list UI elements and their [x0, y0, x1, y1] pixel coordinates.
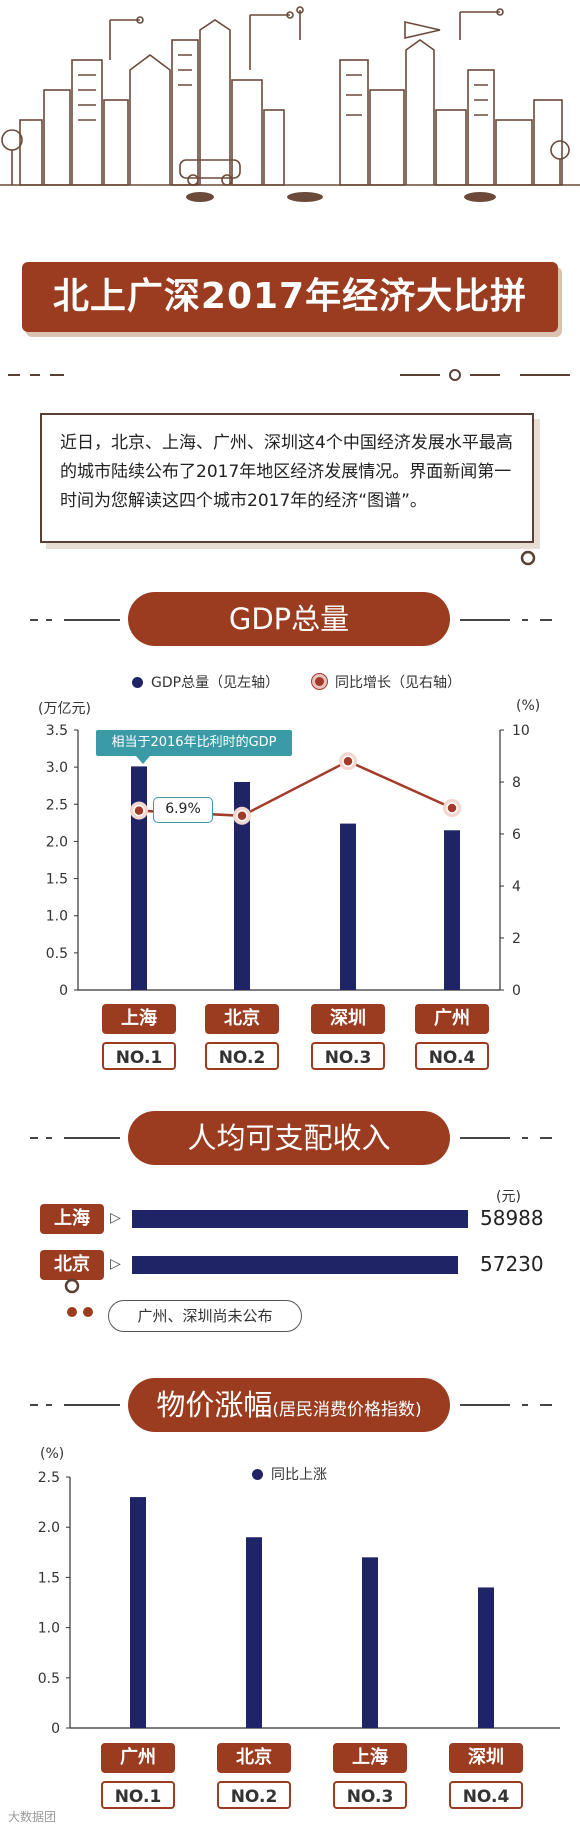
watermark: 大数据团: [8, 1810, 57, 1824]
gdp-right-axis-unit: (%): [516, 698, 541, 714]
income-row-arrow-icon: ▷: [110, 1210, 121, 1226]
intro-corner-ring: [520, 550, 536, 566]
cpi-chart: 0 0.5 1.0 1.5 2.0 2.5: [38, 1470, 560, 1737]
cpi-city-label: 上海: [333, 1743, 407, 1773]
gdp-left-tick-label: 3.5: [46, 723, 68, 739]
gdp-section-header: GDP总量: [128, 592, 450, 646]
city-skyline-illustration: [0, 6, 580, 202]
gdp-city-label: 北京: [205, 1004, 279, 1034]
gdp-chart: 0 0.5 1.0 1.5 2.0 2.5 3.0 3.5 0 2 4 6 8 10: [46, 723, 530, 999]
gdp-right-tick-label: 2: [512, 931, 521, 947]
cpi-bar: [362, 1557, 378, 1728]
income-bar: [132, 1256, 458, 1274]
income-note-bullets: [64, 1278, 93, 1317]
gdp-bar: [444, 830, 460, 990]
income-value: 58988: [480, 1206, 544, 1230]
cpi-tick-label: 0.5: [38, 1671, 60, 1687]
cpi-section-title: 物价涨幅: [156, 1388, 273, 1422]
gdp-right-tick-label: 10: [512, 723, 530, 739]
page-title: 北上广深2017年经济大比拼: [22, 262, 558, 332]
gdp-left-tick-label: 2.0: [46, 834, 68, 850]
cpi-city-label: 深圳: [449, 1743, 523, 1773]
gdp-growth-point: [236, 810, 248, 822]
gdp-city-label: 上海: [102, 1004, 176, 1034]
gdp-rank-label: NO.1: [102, 1042, 176, 1070]
gdp-growth-point: [133, 804, 145, 817]
cpi-tick-label: 0: [51, 1721, 60, 1737]
gdp-growth-point: [342, 755, 354, 767]
cpi-tick-label: 2.0: [38, 1520, 60, 1536]
gdp-right-tick-label: 0: [512, 983, 521, 999]
gdp-city-label: 广州: [415, 1004, 489, 1034]
gdp-right-tick-label: 8: [512, 775, 521, 791]
income-city-label: 上海: [40, 1204, 104, 1234]
income-row-arrow-icon: ▷: [110, 1256, 121, 1272]
gdp-left-tick-label: 0: [59, 983, 68, 999]
gdp-right-tick-label: 6: [512, 827, 521, 843]
cpi-city-label: 北京: [217, 1743, 291, 1773]
cpi-legend: 同比上涨: [252, 1464, 327, 1484]
legend-dot-icon: [252, 1469, 263, 1480]
cpi-tick-label: 1.5: [38, 1570, 60, 1586]
cpi-rank-label: NO.4: [449, 1781, 523, 1809]
income-section-dashes: [30, 1137, 552, 1139]
income-value: 57230: [480, 1252, 544, 1276]
cpi-rank-label: NO.1: [101, 1781, 175, 1809]
cpi-axis-unit: (%): [40, 1446, 65, 1462]
legend-ring-icon: [312, 674, 327, 689]
cpi-bar: [478, 1587, 494, 1728]
gdp-left-tick-label: 1.0: [46, 909, 68, 925]
gdp-left-tick-label: 2.5: [46, 797, 68, 813]
gdp-right-tick-label: 4: [512, 879, 521, 895]
gdp-bar: [340, 823, 356, 990]
gdp-section-dashes: [30, 619, 552, 621]
cpi-rank-label: NO.2: [217, 1781, 291, 1809]
income-bar: [132, 1210, 468, 1228]
gdp-rank-label: NO.4: [415, 1042, 489, 1070]
income-unit: (元): [496, 1189, 521, 1205]
gdp-bar: [131, 766, 147, 990]
cpi-bar: [246, 1537, 262, 1728]
income-note: 广州、深圳尚未公布: [108, 1300, 302, 1332]
title-divider-decoration: [8, 369, 570, 381]
income-section-header: 人均可支配收入: [128, 1111, 450, 1165]
cpi-section-header: 物价涨幅(居民消费价格指数): [128, 1378, 450, 1432]
gdp-rank-label: NO.3: [311, 1042, 385, 1070]
gdp-city-label: 深圳: [311, 1004, 385, 1034]
gdp-left-tick-label: 1.5: [46, 872, 68, 888]
gdp-left-tick-label: 3.0: [46, 760, 68, 776]
gdp-rank-label: NO.2: [205, 1042, 279, 1070]
gdp-legend-bar: GDP总量（见左轴）: [132, 672, 279, 692]
gdp-legend-line: 同比增长（见右轴）: [312, 672, 461, 692]
gdp-bar: [234, 782, 250, 990]
cpi-tick-label: 2.5: [38, 1470, 60, 1486]
cpi-section-subtitle: (居民消费价格指数): [272, 1400, 422, 1420]
gdp-point-label: 6.9%: [153, 797, 213, 823]
gdp-annotation-callout: 相当于2016年比利时的GDP: [96, 730, 292, 764]
cpi-section-dashes: [30, 1404, 552, 1406]
cpi-tick-label: 1.0: [38, 1621, 60, 1637]
legend-dot-icon: [132, 677, 143, 688]
gdp-growth-point: [446, 802, 458, 814]
cpi-city-label: 广州: [101, 1743, 175, 1773]
cpi-rank-label: NO.3: [333, 1781, 407, 1809]
gdp-left-tick-label: 0.5: [46, 946, 68, 962]
cpi-bar: [130, 1497, 146, 1728]
gdp-left-axis-unit: (万亿元): [38, 701, 91, 717]
intro-text: 近日，北京、上海、广州、深圳这4个中国经济发展水平最高的城市陆续公布了2017年…: [40, 413, 534, 543]
income-city-label: 北京: [40, 1250, 104, 1280]
